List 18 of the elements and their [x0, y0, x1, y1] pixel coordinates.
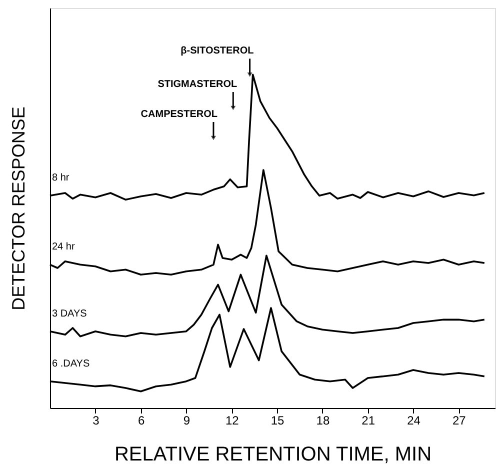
annotation: β-SITOSTEROL	[180, 46, 254, 57]
x-tick-label: 18	[316, 414, 330, 428]
series-label: 8 hr	[52, 172, 70, 184]
x-tick-label: 21	[362, 414, 376, 428]
series-label: 6 .DAYS	[52, 358, 90, 370]
annotation: CAMPESTEROL	[140, 109, 218, 120]
x-axis-title: RELATIVE RETENTION TIME, MIN	[114, 444, 432, 466]
x-tick-label: 3	[92, 414, 100, 428]
series-label: 24 hr	[52, 242, 76, 253]
x-tick-label: 15	[270, 414, 285, 428]
x-tick-label: 12	[225, 414, 240, 428]
x-tick-label: 27	[452, 414, 466, 428]
x-tick-label: 24	[407, 414, 421, 428]
x-tick-label: 6	[138, 414, 145, 428]
x-tick-label: 9	[183, 414, 190, 428]
y-axis-title: DETECTOR RESPONSE	[8, 106, 28, 310]
annotation: STIGMASTEROL	[158, 79, 238, 90]
series-label: 3 DAYS	[52, 308, 88, 320]
